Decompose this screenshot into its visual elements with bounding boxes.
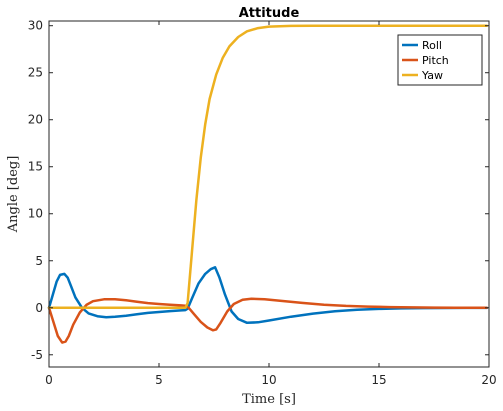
- y-tick-label: 0: [35, 301, 43, 315]
- y-tick-label: -5: [31, 348, 43, 362]
- x-tick-label: 10: [261, 373, 276, 387]
- x-tick-label: 20: [481, 373, 496, 387]
- y-tick-label: 5: [35, 254, 43, 268]
- y-tick-label: 30: [28, 19, 43, 33]
- y-tick-label: 10: [28, 207, 43, 221]
- chart-title: Attitude: [239, 6, 300, 21]
- legend-label-roll: Roll: [422, 39, 442, 52]
- x-tick-label: 5: [155, 373, 163, 387]
- x-tick-label: 0: [45, 373, 53, 387]
- x-tick-label: 15: [371, 373, 386, 387]
- y-tick-label: 20: [28, 113, 43, 127]
- series-line-roll: [47, 266, 489, 325]
- x-axis-title: Time [s]: [242, 392, 296, 407]
- series-line-pitch: [47, 297, 489, 344]
- series-line-yaw: [47, 24, 489, 310]
- series-group: [47, 24, 489, 344]
- legend-label-pitch: Pitch: [422, 54, 449, 67]
- y-tick-label: 15: [28, 160, 43, 174]
- legend-label-yaw: Yaw: [421, 69, 443, 82]
- y-axis-title: Angle [deg]: [6, 156, 21, 234]
- y-tick-label: 25: [28, 66, 43, 80]
- legend: Roll Pitch Yaw: [397, 34, 483, 86]
